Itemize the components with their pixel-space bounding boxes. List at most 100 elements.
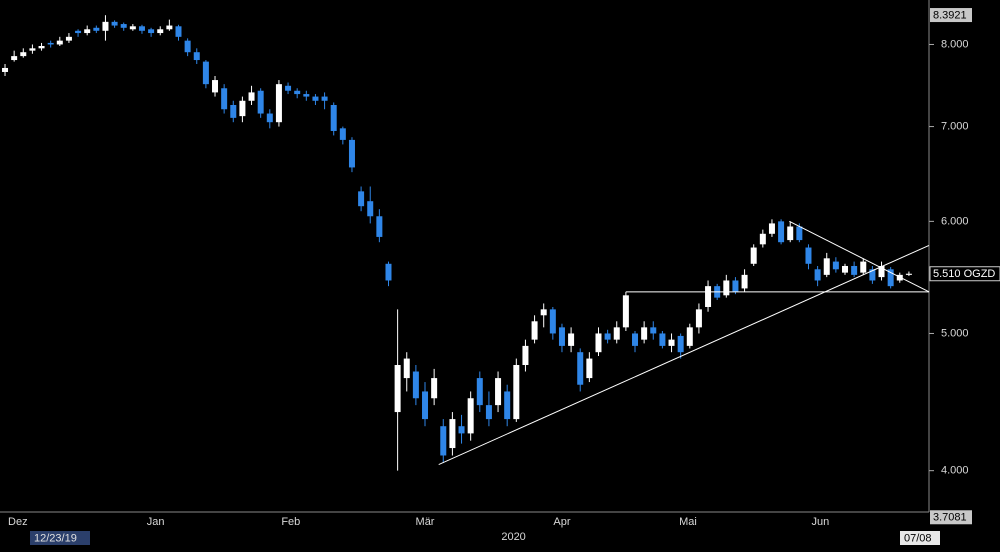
candle-body	[595, 333, 602, 353]
candle	[230, 100, 237, 123]
candle	[531, 315, 538, 344]
candle	[65, 33, 72, 43]
year-label: 2020	[501, 531, 525, 543]
candle	[860, 258, 867, 275]
candle	[184, 38, 191, 57]
candle-body	[285, 85, 292, 91]
candle-body	[887, 269, 894, 287]
candle	[549, 306, 556, 340]
candle	[768, 219, 775, 237]
candle	[805, 244, 812, 270]
candle-body	[476, 378, 483, 406]
candle-body	[604, 333, 611, 340]
end-date-box	[900, 531, 940, 545]
candle	[759, 229, 766, 248]
candle	[778, 219, 785, 245]
candle	[294, 88, 301, 99]
candle	[120, 22, 127, 31]
candle-body	[348, 139, 355, 168]
candle	[376, 209, 383, 243]
candle-body	[294, 90, 301, 95]
candle-body	[513, 365, 520, 420]
candle-body	[568, 333, 575, 346]
candle	[449, 412, 456, 456]
candle	[832, 257, 839, 273]
candle-body	[367, 201, 374, 217]
candle-body	[641, 327, 648, 340]
candle-body	[705, 286, 712, 307]
candle-body	[157, 29, 164, 34]
price-marker-label: 8.3921	[933, 9, 967, 21]
candle	[111, 20, 118, 28]
candle	[632, 331, 639, 353]
candle	[129, 24, 136, 31]
candle-body	[431, 378, 438, 399]
candle-body	[202, 61, 209, 85]
x-tick-label: Apr	[553, 516, 570, 528]
candle	[823, 252, 830, 278]
candle	[668, 333, 675, 353]
candle	[358, 186, 365, 212]
candle-body	[650, 327, 657, 334]
candle	[303, 90, 310, 101]
candle	[723, 274, 730, 298]
candle	[787, 221, 794, 243]
candle	[431, 368, 438, 406]
candle	[595, 327, 602, 357]
x-tick-label: Jan	[147, 516, 165, 528]
candle-body	[193, 52, 200, 61]
candle	[84, 25, 91, 36]
candle-body	[111, 21, 118, 26]
candle	[741, 269, 748, 292]
candle	[458, 414, 465, 444]
y-tick-label: 7.000	[941, 120, 969, 132]
candle-body	[385, 263, 392, 281]
candle-body	[522, 345, 529, 366]
candle	[202, 60, 209, 89]
candle	[138, 24, 145, 34]
candle-body	[330, 104, 337, 131]
candle	[275, 80, 282, 127]
candle-body	[449, 419, 456, 449]
y-tick-label: 6.000	[941, 215, 969, 227]
candle	[878, 261, 885, 281]
candle	[102, 15, 109, 41]
candle-body	[686, 327, 693, 346]
candle-body	[75, 30, 82, 34]
candle	[905, 271, 912, 276]
price-marker-label: 5.510 OGZD	[933, 268, 995, 280]
candle-body	[20, 52, 27, 57]
end-date: 07/08	[904, 532, 932, 544]
candle	[11, 50, 18, 62]
candle	[2, 63, 9, 77]
x-tick-label: Jun	[811, 516, 829, 528]
candle-body	[613, 327, 620, 340]
candle	[705, 280, 712, 312]
candle-body	[2, 67, 9, 72]
candle	[641, 321, 648, 344]
candle-body	[723, 280, 730, 296]
candle	[193, 48, 200, 64]
candle-body	[577, 352, 584, 385]
candle-body	[458, 426, 465, 434]
candle-body	[768, 223, 775, 234]
candle	[212, 76, 219, 97]
candle-body	[239, 100, 246, 117]
candle	[613, 321, 620, 344]
candle-body	[860, 261, 867, 273]
candle	[385, 261, 392, 287]
candle	[29, 44, 36, 54]
candle-body	[832, 261, 839, 270]
candle-body	[412, 371, 419, 399]
candle-body	[440, 426, 447, 456]
candle-body	[129, 26, 136, 30]
candle	[321, 92, 328, 110]
candle-body	[275, 84, 282, 123]
candle	[285, 82, 292, 95]
candle-body	[586, 358, 593, 379]
x-tick-label: Mai	[679, 516, 697, 528]
candle	[814, 265, 821, 287]
candle	[586, 352, 593, 383]
candle-body	[787, 226, 794, 241]
